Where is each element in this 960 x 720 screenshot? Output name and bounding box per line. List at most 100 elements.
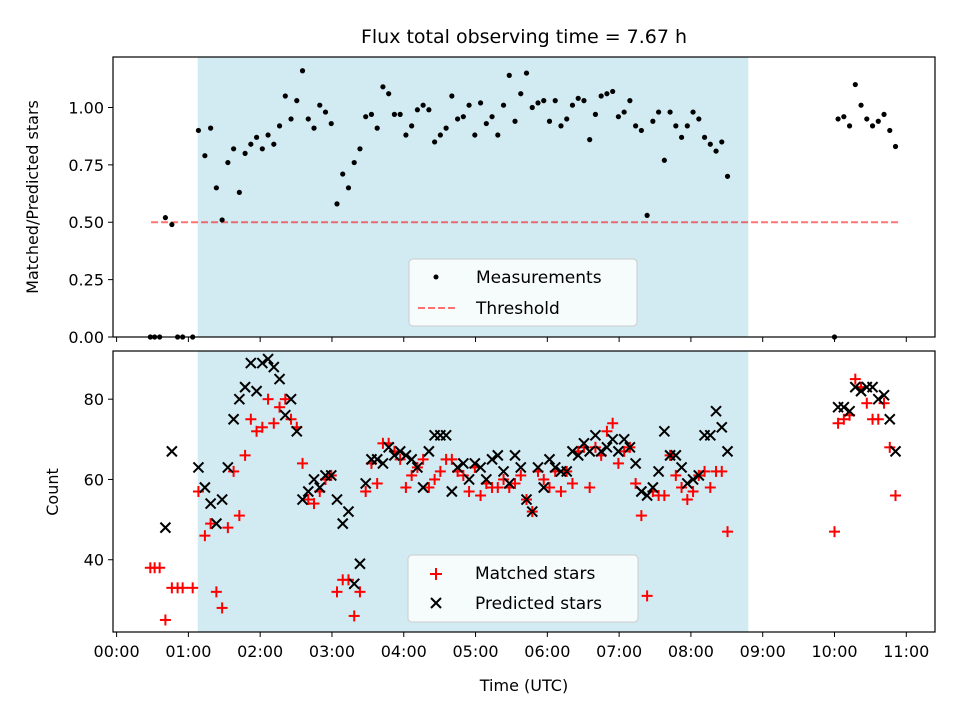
predicted-star-point [268,361,280,373]
matched-star-point [838,413,850,425]
measurement-point [512,118,518,124]
measurement-point [887,127,893,134]
measurement-point [518,91,524,97]
predicted-star-point [670,449,682,462]
measurement-point [449,93,455,99]
matched-star-point [222,522,234,534]
matched-star-point [538,473,550,485]
predicted-star-point [451,461,464,474]
bottom-y-tick-label: 40 [84,551,104,570]
measurement-point [523,70,530,76]
matched-star-point [699,465,711,477]
predicted-star-point [589,429,602,442]
predicted-star-point [302,485,314,498]
measurement-point [881,111,887,117]
predicted-star-point [543,453,556,466]
measurement-point [299,68,306,74]
measurement-point [409,123,415,129]
measurement-point [483,120,489,127]
matched-star-point [251,425,263,437]
chart-title: Flux total observing time = 7.67 h [361,26,687,48]
measurement-point [696,116,702,122]
measurement-point [575,95,581,101]
measurement-point [587,137,593,143]
measurement-point [472,132,478,138]
predicted-star-point [515,461,527,474]
predicted-star-point [866,381,879,393]
predicted-star-point [641,489,653,502]
predicted-star-point [273,373,286,385]
predicted-star-point [538,481,550,494]
matched-star-point [371,477,383,489]
measurement-point [345,185,352,191]
predicted-star-point [382,441,395,454]
top-y-tick-label: 0.25 [68,271,104,290]
predicted-star-point [675,461,688,474]
top-y-tick-label: 0.50 [68,213,104,232]
matched-star-point [463,486,475,497]
predicted-star-point [647,481,659,494]
matched-star-point [154,562,166,574]
predicted-star-point [239,381,251,393]
measurement-point [858,102,864,108]
matched-star-point [205,518,217,530]
measurement-point [420,102,426,108]
matched-star-point [406,469,418,481]
predicted-star-point [192,461,205,474]
measurement-point [621,109,627,115]
predicted-star-point [469,457,481,470]
predicted-star-point [843,405,856,417]
bottom-y-axis-label: Count [43,468,62,516]
matched-star-point [262,393,274,405]
matched-star-point [828,526,840,538]
matched-star-point [354,586,366,598]
measurement-point [282,93,288,99]
predicted-star-point [658,425,671,437]
predicted-star-point [457,457,470,470]
predicted-star-point [624,441,636,454]
predicted-star-point [566,445,579,458]
measurement-point [541,98,547,104]
measurement-point [835,116,841,122]
measurement-point [564,116,570,122]
measurement-point [604,91,610,97]
x-tick-label: 04:00 [381,642,427,661]
predicted-star-point [492,449,504,462]
measurement-point [414,107,420,113]
matched-star-point [555,486,567,497]
measurement-point [552,98,558,104]
top-legend-box [408,258,638,327]
measurement-point [841,114,847,120]
measurement-point [351,159,357,166]
measurement-point [340,171,346,177]
bottom-legend: Matched stars Predicted stars [407,554,639,623]
predicted-star-point [400,449,412,462]
measurement-point [397,111,403,117]
predicted-star-point [618,433,630,446]
measurement-point [581,98,587,104]
x-tick-label: 00:00 [94,642,140,661]
measurement-point [248,141,254,147]
predicted-star-point [388,449,401,462]
matched-star-point [884,441,896,453]
matched-star-point [239,449,251,461]
matched-star-point [861,397,873,409]
measurement-point [661,157,667,163]
measurement-point [426,107,432,113]
predicted-star-point [371,453,383,466]
bottom-axes-frame [112,350,936,633]
matched-star-point [423,481,435,493]
measurement-point [305,116,311,122]
matched-star-point [159,614,171,626]
measurement-point [317,102,323,108]
measurement-point [443,125,449,131]
measurement-point [253,134,260,140]
measurement-point [719,139,725,145]
matched-star-point [216,602,228,614]
matched-star-point [417,453,429,465]
predicted-star-point [423,445,435,458]
matched-star-point [670,469,682,481]
matched-star-point [872,413,884,425]
predicted-star-point [405,453,418,466]
measurement-point [271,141,277,147]
